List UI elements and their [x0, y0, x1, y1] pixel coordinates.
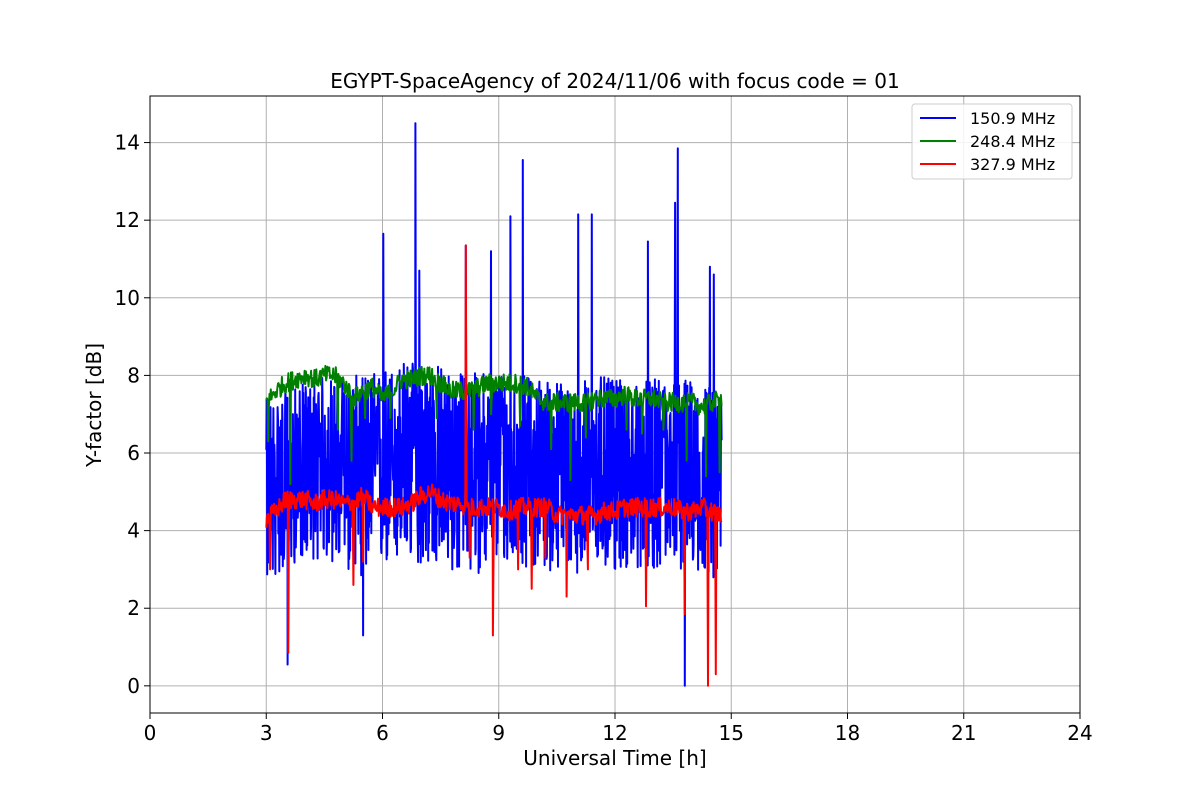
series-line-2 [265, 244, 723, 687]
x-tick-label: 6 [376, 721, 389, 745]
legend-label: 248.4 MHz [970, 132, 1055, 151]
spike-point [267, 440, 269, 443]
legend: 150.9 MHz 248.4 MHz 327.9 MHz [911, 103, 1073, 180]
y-tick-label: 6 [127, 441, 140, 465]
series-1 [265, 364, 723, 486]
spike-point [435, 417, 438, 419]
y-tick-label: 10 [115, 286, 140, 310]
spike-point [662, 428, 665, 431]
spike-point [683, 685, 686, 687]
spike-point [705, 475, 707, 478]
spike-point [641, 432, 643, 435]
spike-point [709, 265, 711, 268]
x-tick-label: 24 [1067, 721, 1092, 745]
spike-point [472, 428, 475, 431]
spike-point [286, 663, 289, 666]
spike-point [490, 413, 492, 416]
spike-point [713, 273, 715, 276]
spike-point [714, 673, 717, 675]
spike-point [352, 584, 355, 586]
spike-point [337, 428, 339, 431]
spike-point [519, 425, 521, 427]
spike-point [718, 471, 721, 474]
spike-point [577, 213, 579, 216]
y-tick-label: 4 [127, 519, 140, 543]
spike-point [492, 634, 494, 637]
spike-point [590, 213, 593, 216]
legend-label: 327.9 MHz [970, 155, 1055, 174]
x-tick-label: 3 [260, 721, 273, 745]
spike-point [468, 556, 471, 559]
chart-title: EGYPT-SpaceAgency of 2024/11/06 with foc… [330, 69, 899, 93]
spike-point [645, 605, 647, 608]
spike-point [465, 244, 467, 247]
x-tick-label: 12 [602, 721, 627, 745]
series-line-1 [265, 364, 723, 486]
series-2 [265, 244, 723, 687]
spike-point [389, 417, 392, 419]
spike-point [414, 122, 417, 124]
spike-point [289, 483, 292, 485]
x-tick-label: 21 [951, 721, 976, 745]
spike-point [287, 652, 290, 654]
y-tick-label: 8 [127, 363, 140, 387]
spike-point [550, 448, 552, 450]
spike-point [587, 568, 589, 571]
spike-point [382, 232, 385, 235]
spike-point [625, 428, 628, 431]
y-axis-label: Y-factor [dB] [82, 343, 106, 468]
spike-point [585, 436, 587, 439]
spike-point [544, 556, 547, 559]
spike-point [683, 613, 686, 615]
x-tick-label: 0 [144, 721, 157, 745]
spike-point [530, 588, 533, 590]
spike-point [362, 634, 364, 637]
x-tick-label: 9 [492, 721, 505, 745]
y-tick-label: 0 [127, 674, 140, 698]
spike-point [517, 568, 519, 571]
spike-point [350, 459, 353, 462]
spike-point [490, 250, 492, 253]
spike-point [509, 215, 512, 218]
spike-point [269, 568, 271, 571]
spike-point [674, 201, 676, 204]
legend-label: 150.9 MHz [970, 109, 1055, 128]
x-tick-label: 15 [719, 721, 744, 745]
x-axis-label: Universal Time [h] [523, 746, 706, 770]
y-tick-label: 2 [127, 596, 140, 620]
spike-point [685, 459, 688, 462]
spike-point [676, 147, 679, 150]
spike-point [521, 159, 524, 161]
legend-box [911, 103, 1073, 180]
y-tick-label: 12 [115, 208, 140, 232]
spike-point [364, 417, 366, 419]
spike-point [569, 479, 572, 481]
spike-point [565, 595, 568, 598]
x-tick-label: 18 [835, 721, 860, 745]
y-tick-label: 14 [115, 131, 140, 155]
series-layer [265, 122, 723, 687]
spike-point [418, 269, 421, 272]
spike-point [707, 685, 709, 687]
spike-point [647, 240, 649, 243]
spike-point [362, 560, 364, 563]
